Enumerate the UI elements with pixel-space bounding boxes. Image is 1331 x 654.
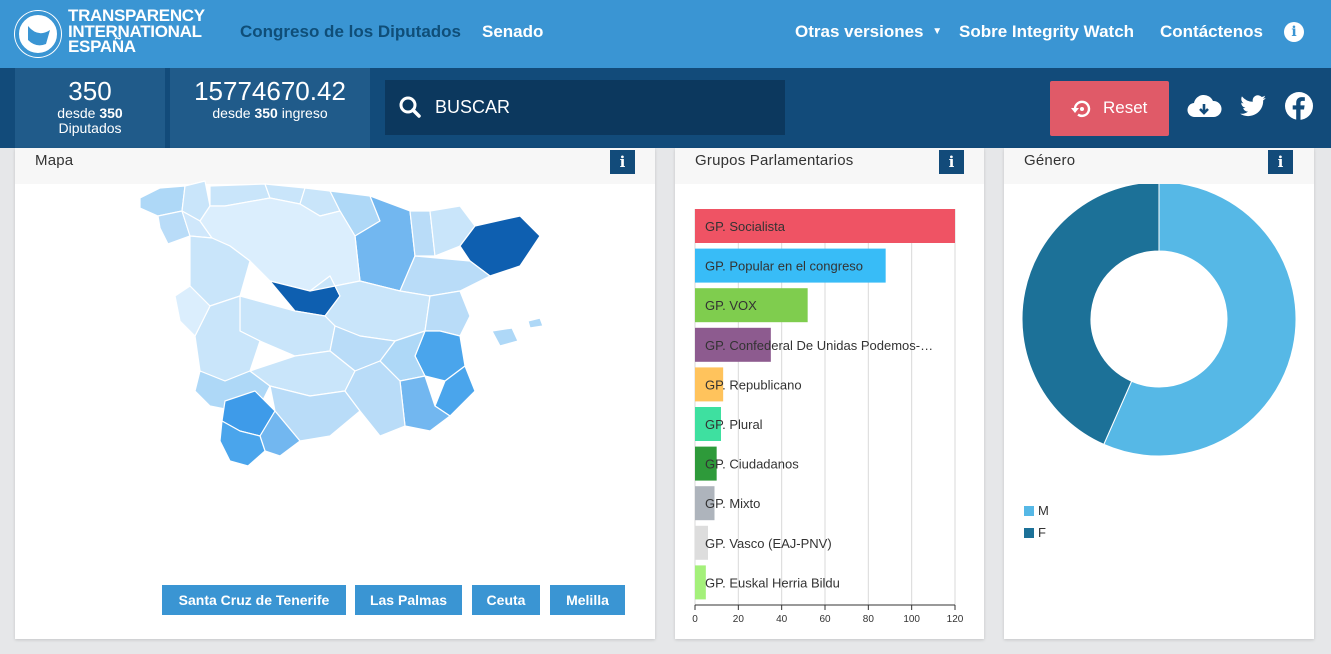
stat-diputados-unit: Diputados xyxy=(58,120,122,136)
transparency-logo[interactable]: TRANSPARENCY INTERNATIONAL ESPAÑA xyxy=(14,6,219,60)
mapa-title: Mapa xyxy=(35,152,74,169)
bar-label: GP. VOX xyxy=(705,298,757,313)
x-tick-label: 120 xyxy=(947,614,964,625)
map-button-las-palmas[interactable]: Las Palmas xyxy=(355,585,462,615)
stat-ingresos-total: 350 xyxy=(254,105,278,121)
nav-sobre[interactable]: Sobre Integrity Watch xyxy=(959,22,1135,41)
stat-diputados-value: 350 xyxy=(68,76,112,106)
bar-label: GP. Republicano xyxy=(705,377,802,392)
legend-swatch-m xyxy=(1024,506,1034,516)
search-input[interactable] xyxy=(435,80,775,135)
reset-label: Reset xyxy=(1103,98,1148,117)
province-barcelona[interactable] xyxy=(459,215,541,277)
bar[interactable] xyxy=(695,209,955,243)
grupos-card: Grupos Parlamentarios i 0 20 40 60 80 100 120 G… xyxy=(675,148,984,639)
province-almeria[interactable] xyxy=(344,360,406,437)
bar-label: GP. Plural xyxy=(705,417,763,432)
logo-line-1: TRANSPARENCY xyxy=(68,6,205,25)
reset-icon xyxy=(1071,100,1091,118)
province-portugal-border[interactable] xyxy=(174,285,211,337)
legend-item-f[interactable]: F xyxy=(1024,525,1046,540)
genero-donut-chart xyxy=(1021,184,1297,457)
map-button-ceuta[interactable]: Ceuta xyxy=(472,585,540,615)
legend-label-f: F xyxy=(1038,525,1046,540)
search-icon xyxy=(399,96,421,118)
stat-diputados-total: 350 xyxy=(99,105,123,121)
stat-ingresos-prefix: desde xyxy=(212,105,251,121)
bar-label: GP. Mixto xyxy=(705,496,760,511)
genero-info-button[interactable]: i xyxy=(1268,150,1293,174)
logo-line-3: ESPAÑA xyxy=(68,37,136,56)
bar-label: GP. Confederal De Unidas Podemos-… xyxy=(705,338,933,353)
province-pontevedra[interactable] xyxy=(157,210,191,245)
facebook-icon[interactable] xyxy=(1285,92,1313,120)
twitter-icon[interactable] xyxy=(1238,92,1268,120)
search-box[interactable] xyxy=(385,80,785,135)
cloud-download-icon[interactable] xyxy=(1186,92,1222,122)
bar[interactable] xyxy=(695,486,715,521)
x-tick-label: 40 xyxy=(776,614,788,625)
legend-swatch-f xyxy=(1024,528,1034,538)
legend-label-m: M xyxy=(1038,503,1049,518)
bar-label: GP. Ciudadanos xyxy=(705,457,799,472)
mapa-card: Mapa i xyxy=(15,148,655,639)
stat-diputados-prefix: desde xyxy=(57,105,96,121)
x-tick-label: 80 xyxy=(863,614,875,625)
nav-congreso[interactable]: Congreso de los Diputados xyxy=(240,22,462,41)
x-tick-label: 20 xyxy=(733,614,745,625)
bar[interactable] xyxy=(695,407,721,441)
bar[interactable] xyxy=(695,367,724,402)
map-button-melilla[interactable]: Melilla xyxy=(550,585,625,615)
genero-title: Género xyxy=(1024,152,1076,169)
top-navbar: TRANSPARENCY INTERNATIONAL ESPAÑA Congre… xyxy=(0,0,1331,68)
bar[interactable] xyxy=(695,248,886,283)
bar-label: GP. Vasco (EAJ-PNV) xyxy=(705,536,832,551)
bar[interactable] xyxy=(695,288,808,323)
stat-ingresos-unit: ingreso xyxy=(281,105,328,121)
map-button-tenerife[interactable]: Santa Cruz de Tenerife xyxy=(162,585,346,615)
grupos-title: Grupos Parlamentarios xyxy=(695,152,854,169)
province-castellon[interactable] xyxy=(424,290,471,337)
stat-diputados: 350 desde 350 Diputados xyxy=(15,68,165,148)
nav-senado[interactable]: Senado xyxy=(482,22,544,41)
bar[interactable] xyxy=(695,565,706,600)
bar[interactable] xyxy=(695,525,708,560)
genero-header: Género i xyxy=(1004,148,1314,184)
province-alicante[interactable] xyxy=(434,365,476,417)
info-icon[interactable]: i xyxy=(1284,22,1304,42)
bar[interactable] xyxy=(695,446,717,481)
grupos-info-button[interactable]: i xyxy=(939,150,964,174)
pie-slice[interactable] xyxy=(1021,184,1160,446)
bar[interactable] xyxy=(695,327,771,362)
x-tick-label: 60 xyxy=(819,614,831,625)
logo-icon xyxy=(14,10,62,58)
chevron-down-icon: ▼ xyxy=(932,26,943,37)
x-tick-label: 100 xyxy=(903,614,920,625)
province-mallorca[interactable] xyxy=(491,327,519,347)
mapa-info-button[interactable]: i xyxy=(610,150,635,174)
x-tick-label: 0 xyxy=(692,614,698,625)
genero-card: Género i M F xyxy=(1004,148,1314,639)
stat-ingresos: 15774670.42 desde 350 ingreso xyxy=(170,68,370,148)
reset-button[interactable]: Reset xyxy=(1050,81,1169,136)
nav-otras-versiones[interactable]: Otras versiones ▼ xyxy=(795,22,942,42)
grupos-bar-chart: 0 20 40 60 80 100 120 GP. Socialista GP. Popular… xyxy=(692,209,964,625)
pie-slice[interactable] xyxy=(1103,184,1297,457)
mapa-header: Mapa i xyxy=(15,148,655,184)
stat-ingresos-value: 15774670.42 xyxy=(194,76,346,106)
province-menorca[interactable] xyxy=(527,317,544,329)
province-cadiz[interactable] xyxy=(219,420,266,467)
bar-label: GP. Socialista xyxy=(705,219,786,234)
nav-contact[interactable]: Contáctenos xyxy=(1160,22,1263,41)
spain-map[interactable] xyxy=(130,166,555,491)
grupos-header: Grupos Parlamentarios i xyxy=(675,148,984,184)
nav-otras-label: Otras versiones xyxy=(795,22,924,41)
legend-item-m[interactable]: M xyxy=(1024,503,1049,518)
logo-line-2: INTERNATIONAL xyxy=(68,21,202,41)
bar-label: GP. Popular en el congreso xyxy=(705,259,863,274)
stats-bar: 350 desde 350 Diputados 15774670.42 desd… xyxy=(0,68,1331,148)
bar-label: GP. Euskal Herria Bildu xyxy=(705,575,840,590)
